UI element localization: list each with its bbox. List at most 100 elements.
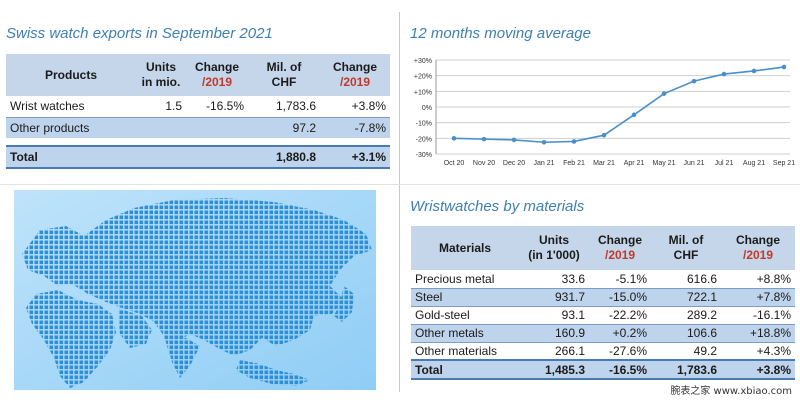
cell-units: 266.1 xyxy=(554,343,585,358)
total-label: Total xyxy=(6,145,136,169)
cell-units: 1.5 xyxy=(165,99,182,114)
landmass-islands xyxy=(236,360,310,386)
cell-change: +0.2% xyxy=(612,326,647,340)
row-label: Steel xyxy=(415,290,443,304)
cell-chf: 49.2 xyxy=(693,343,717,358)
vertical-divider xyxy=(399,12,400,392)
x-tick-label: Oct 20 xyxy=(444,160,465,167)
cell-chf: 722.1 xyxy=(686,290,717,304)
cell-change2: -7.8% xyxy=(354,120,386,135)
row-label: Other materials xyxy=(415,343,498,358)
cell-change2: +4.3% xyxy=(756,343,791,358)
cell-chf: 289.2 xyxy=(686,308,717,322)
total-change2: +3.8% xyxy=(721,359,795,380)
table-row: Precious metal 33.6 -5.1% 616.6 +8.8% xyxy=(411,270,795,288)
cell-change: -27.6% xyxy=(608,343,647,358)
cell-units xyxy=(136,117,186,138)
cell-chf: 616.6 xyxy=(686,271,717,286)
data-point xyxy=(751,68,757,74)
data-point xyxy=(661,91,667,96)
cell-change: -16.5% xyxy=(205,99,244,114)
x-tick-label: Nov 20 xyxy=(473,160,495,167)
data-point xyxy=(781,64,787,70)
cell-change2: +18.8% xyxy=(749,326,791,340)
landmass-africa xyxy=(26,290,116,388)
header-materials: Materials xyxy=(411,226,519,270)
total-change2: +3.1% xyxy=(320,145,390,169)
cell-units: 93.1 xyxy=(561,308,585,322)
moving-average-chart: +30% +20% +10% 0% -10% -20% -30% Oct 20 Nov 20 De… xyxy=(414,58,795,167)
cell-change: -15.0% xyxy=(608,290,647,304)
cell-chf: 106.6 xyxy=(686,326,717,340)
cell-change2: -16.1% xyxy=(752,308,791,322)
cell-units: 33.6 xyxy=(561,271,585,286)
data-point xyxy=(511,137,517,143)
total-units: 1,485.3 xyxy=(519,359,589,380)
x-tick-label: Jul 21 xyxy=(715,160,734,167)
x-tick-label: Dec 20 xyxy=(503,160,525,167)
x-tick-label: Jan 21 xyxy=(533,160,554,167)
data-point xyxy=(541,139,547,145)
table-row: Other materials 266.1 -27.6% 49.2 +4.3% xyxy=(411,342,795,360)
materials-table: Materials Units (in 1'000) Change/2019 Mi… xyxy=(411,226,795,380)
data-point xyxy=(571,139,577,144)
watermark-text: 腕表之家 www.xbiao.com xyxy=(670,386,792,397)
cell-change2: +8.8% xyxy=(756,271,791,286)
data-point xyxy=(601,132,607,138)
cell-change: -5.1% xyxy=(615,271,647,286)
data-point xyxy=(631,112,637,118)
y-tick-label: -20% xyxy=(416,136,432,143)
data-point xyxy=(481,136,487,142)
total-change: -16.5% xyxy=(589,359,651,380)
data-point xyxy=(451,136,457,141)
world-map-graphic xyxy=(14,190,376,390)
row-label: Gold-steel xyxy=(415,308,470,322)
header-change: Change/2019 xyxy=(186,54,248,96)
total-row: Total 1,485.3 -16.5% 1,783.6 +3.8% xyxy=(411,359,795,380)
table-row: Other metals 160.9 +0.2% 106.6 +18.8% xyxy=(411,324,795,342)
exports-title: Swiss watch exports in September 2021 xyxy=(6,25,273,42)
table-row: Wrist watches 1.5 -16.5% 1,783.6 +3.8% xyxy=(6,96,390,117)
y-tick-label: +10% xyxy=(414,89,432,96)
cell-change2: +7.8% xyxy=(756,290,791,304)
y-tick-label: +20% xyxy=(414,74,432,81)
row-label: Other products xyxy=(10,120,90,135)
header-products: Products xyxy=(6,54,136,96)
table-row: Steel 931.7 -15.0% 722.1 +7.8% xyxy=(411,288,795,306)
x-tick-label: Jun 21 xyxy=(683,160,704,167)
cell-change2: +3.8% xyxy=(351,99,386,114)
header-units: Units in mio. xyxy=(136,54,186,96)
cell-units: 931.7 xyxy=(554,290,585,304)
table-row: Gold-steel 93.1 -22.2% 289.2 -16.1% xyxy=(411,306,795,324)
series-line xyxy=(453,66,785,144)
header-chf: Mil. of CHF xyxy=(651,226,721,270)
moving-average-title: 12 months moving average xyxy=(410,25,591,42)
x-tick-label: Apr 21 xyxy=(624,160,645,167)
row-label: Precious metal xyxy=(415,271,495,286)
y-tick-label: -10% xyxy=(416,121,432,128)
header-chf: Mil. of CHF xyxy=(248,54,320,96)
cell-change xyxy=(186,117,248,138)
cell-chf: 1,783.6 xyxy=(275,99,316,114)
header-units: Units (in 1'000) xyxy=(519,226,589,270)
total-chf: 1,783.6 xyxy=(651,359,721,380)
header-change2: Change/2019 xyxy=(721,226,795,270)
landmass-india xyxy=(164,336,200,378)
landmass-eurasia xyxy=(22,198,372,356)
exports-table: Products Units in mio. Change/2019 Mil. o… xyxy=(6,54,390,169)
cell-units: 160.9 xyxy=(554,326,585,340)
y-tick-label: -30% xyxy=(416,152,432,159)
header-change: Change/2019 xyxy=(589,226,651,270)
total-label: Total xyxy=(411,359,519,380)
materials-title: Wristwatches by materials xyxy=(410,198,585,215)
header-change2: Change/2019 xyxy=(320,54,390,96)
y-tick-label: 0% xyxy=(422,105,432,112)
total-row: Total 1,880.8 +3.1% xyxy=(6,145,390,169)
cell-change: -22.2% xyxy=(608,308,647,322)
row-label: Wrist watches xyxy=(10,99,85,114)
cell-chf: 97.2 xyxy=(292,120,316,135)
table-row: Other products 97.2 -7.8% xyxy=(6,117,390,138)
horizontal-divider xyxy=(0,184,800,185)
data-point xyxy=(691,78,697,84)
row-label: Other metals xyxy=(415,326,484,340)
